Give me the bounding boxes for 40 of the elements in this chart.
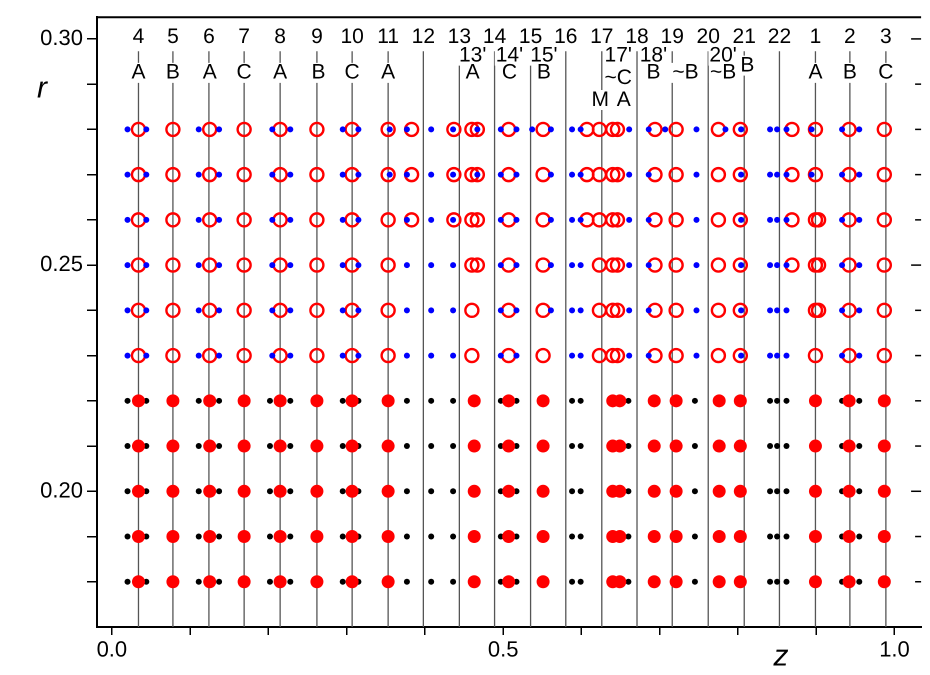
annotation: B: [311, 60, 326, 84]
x-axis-title: z: [772, 639, 789, 672]
annotation: 9: [311, 24, 323, 48]
annotation: A: [131, 60, 146, 84]
y-tick-label: 0.30: [40, 24, 83, 50]
y-tick-label: 0.25: [40, 251, 83, 276]
annotation: A: [616, 88, 631, 111]
x-tick-label: 1.0: [879, 636, 910, 662]
annotation: 19: [660, 24, 684, 48]
annotation: 11: [377, 24, 400, 48]
annotation: B: [842, 60, 857, 84]
annotation: B: [166, 60, 180, 84]
annotation: 7: [238, 24, 250, 48]
y-tick-label: 0.20: [40, 477, 83, 502]
annotation: A: [808, 60, 822, 84]
annotation: ~B: [710, 60, 736, 84]
annotation: 4: [132, 24, 145, 48]
annotation: A: [202, 60, 217, 84]
annotation: 10: [340, 24, 364, 48]
annotation: 5: [167, 24, 179, 48]
y-axis-title: r: [37, 72, 48, 105]
annotation: 2: [844, 24, 856, 48]
annotation: A: [381, 60, 396, 84]
x-tick-label: 0.0: [96, 636, 128, 662]
annotation: B: [646, 60, 660, 84]
annotation: 3: [880, 24, 892, 48]
annotation: C: [236, 60, 252, 84]
annotation: A: [273, 60, 288, 84]
annotation: M: [591, 88, 609, 111]
annotation: ~C: [604, 66, 632, 90]
annotation: ~B: [672, 60, 699, 84]
annotation: C: [878, 60, 894, 84]
annotation: C: [344, 60, 360, 84]
annotation: 1: [810, 24, 822, 48]
annotation: 22: [768, 24, 792, 48]
annotation: 12: [412, 24, 436, 48]
annotation: 6: [203, 24, 215, 48]
x-tick-label: 0.5: [488, 636, 518, 662]
annotation: 8: [274, 24, 286, 48]
annotation: B: [740, 53, 754, 76]
